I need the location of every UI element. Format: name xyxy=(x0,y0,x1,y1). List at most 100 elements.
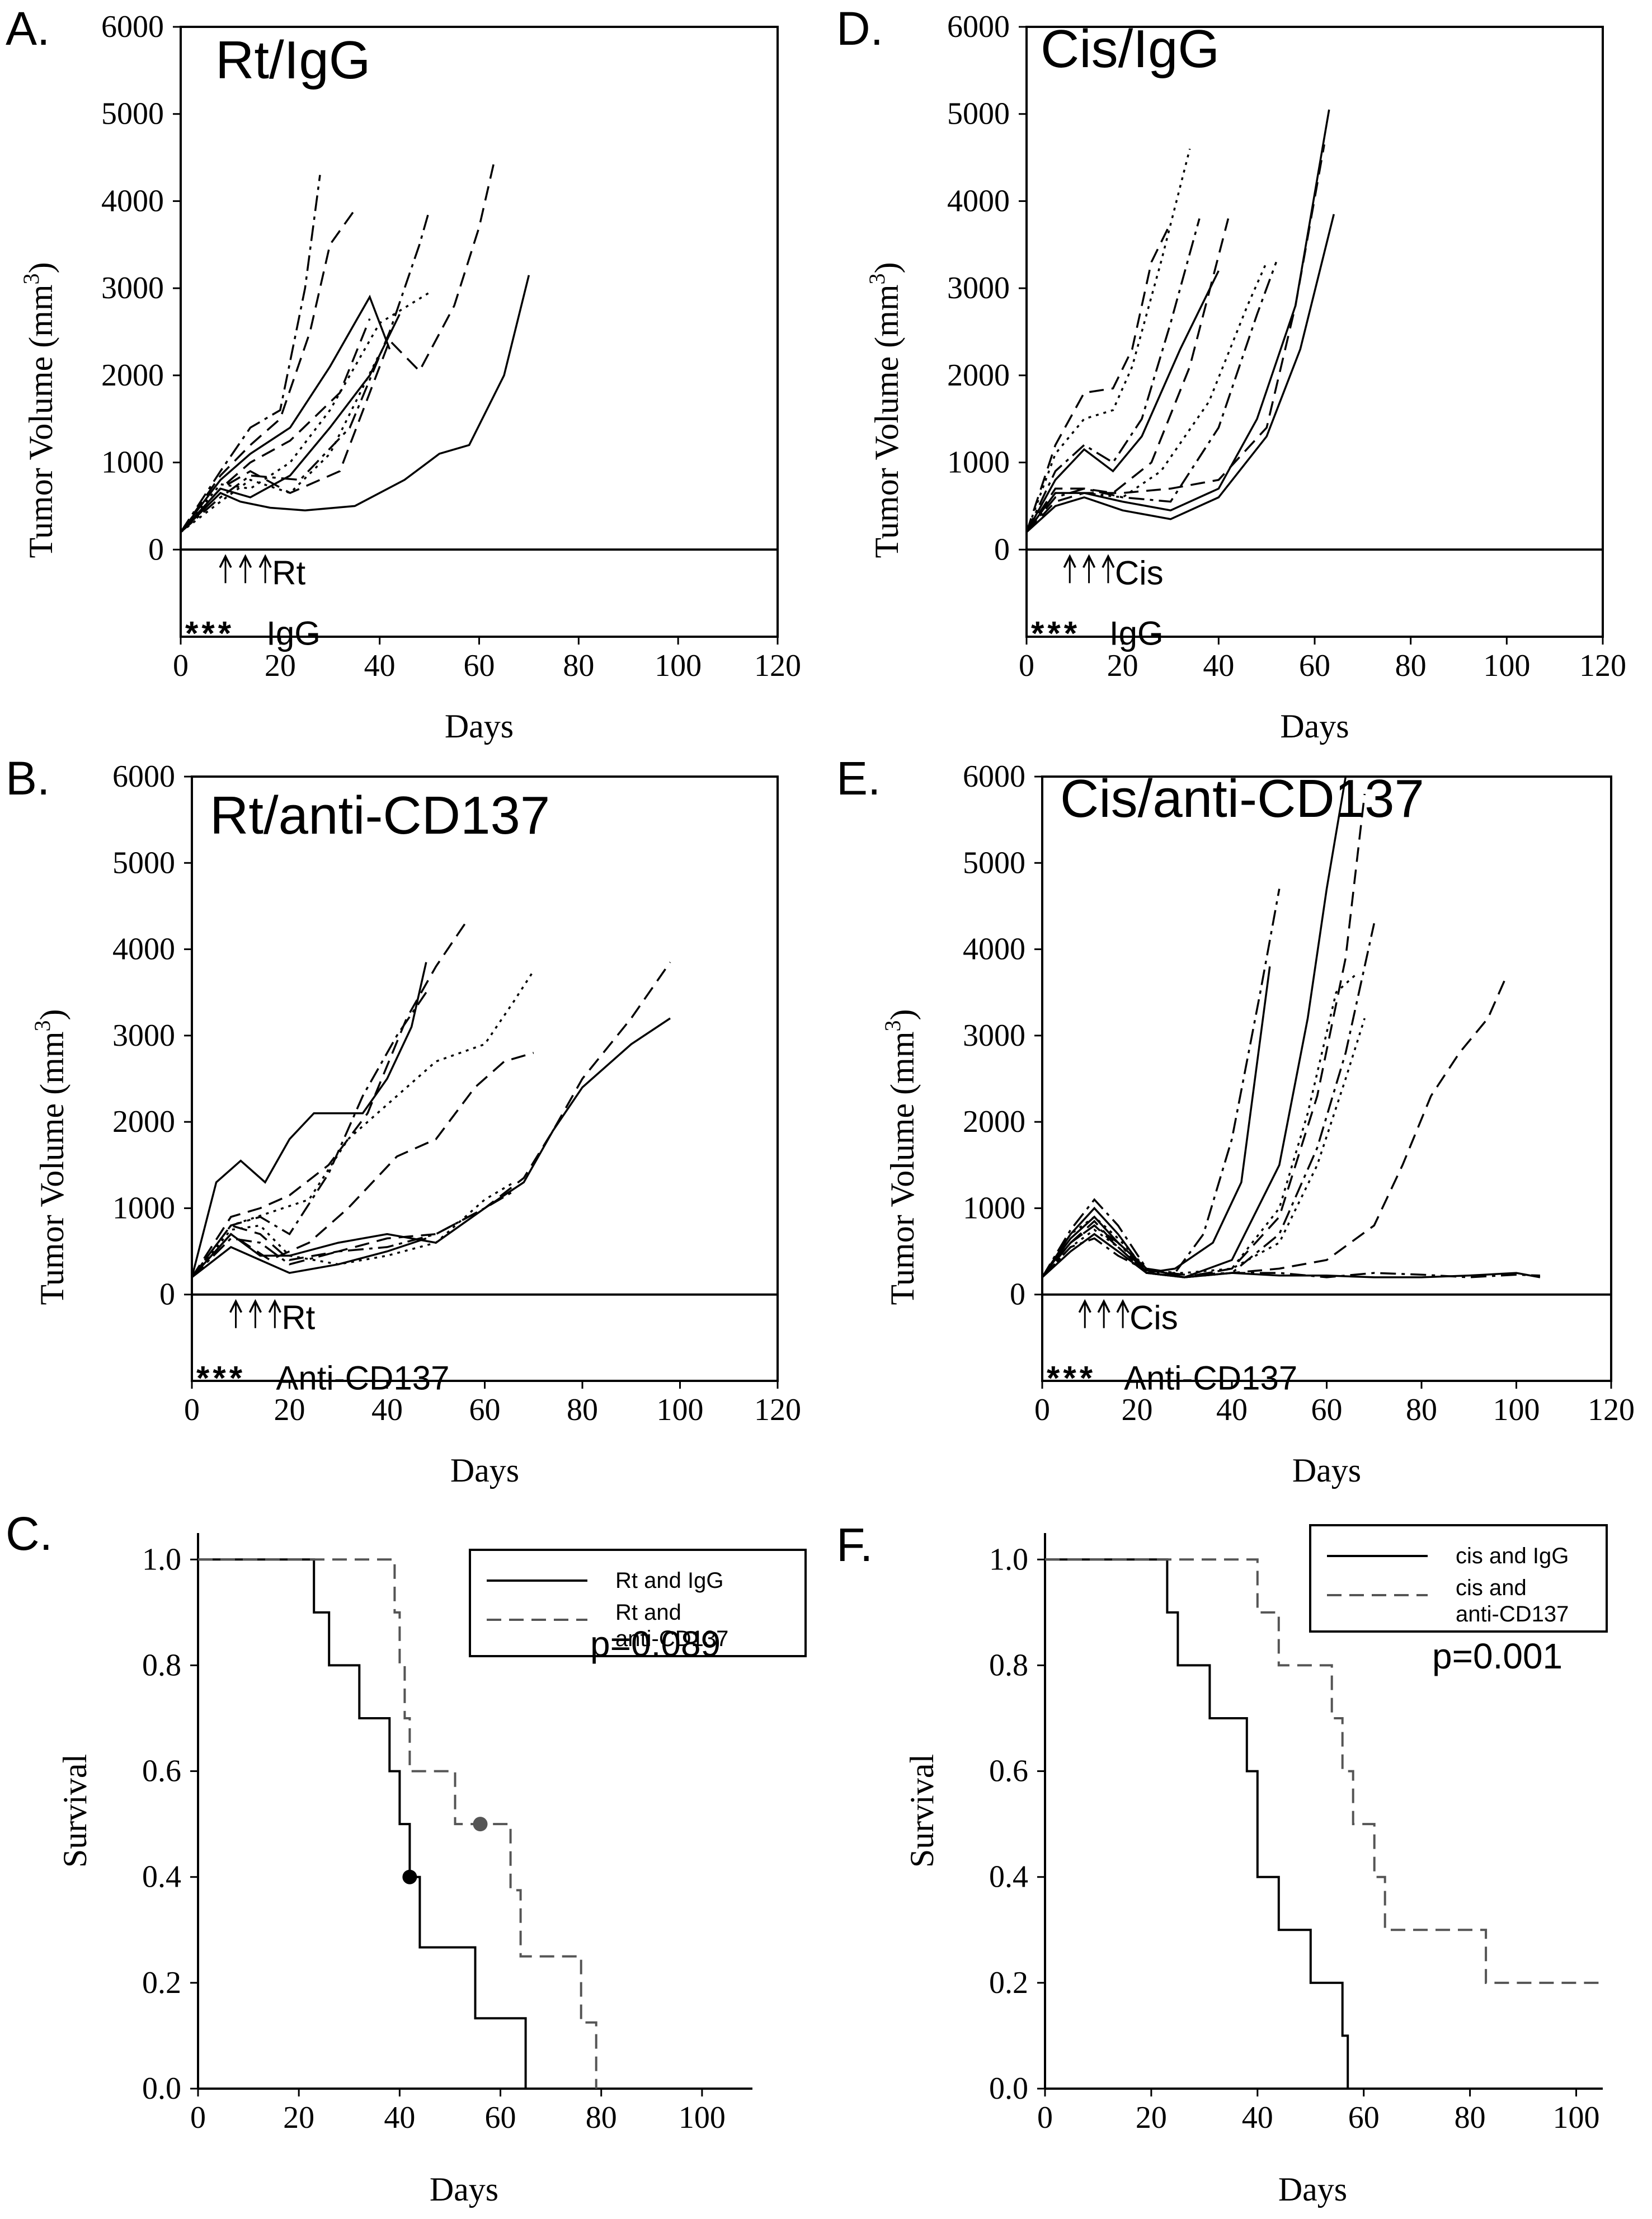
survival-curve-2 xyxy=(198,1558,597,2089)
p-value: p=0.001 xyxy=(1432,1636,1562,1676)
x-axis-label: Days xyxy=(450,1452,519,1489)
antibody-stars: *** xyxy=(185,614,234,652)
tumor-growth-curve-1 xyxy=(1025,222,1172,533)
x-axis-label: Days xyxy=(1278,2171,1347,2208)
treatment-arrowhead xyxy=(268,1299,281,1313)
y-axis-label-text: Tumor Volume (mm xyxy=(868,284,905,558)
y-tick-label: 1.0 xyxy=(142,1542,181,1577)
x-tick-label: 80 xyxy=(1395,648,1427,683)
y-tick-label: 0 xyxy=(1010,1277,1025,1312)
panel-letter: C. xyxy=(6,1507,53,1560)
y-tick-label: 5000 xyxy=(947,97,1010,131)
antibody-label: Anti-CD137 xyxy=(276,1360,449,1397)
legend-label-1: Rt and IgG xyxy=(615,1568,723,1593)
y-tick-label: 2000 xyxy=(112,1104,175,1139)
x-tick-label: 60 xyxy=(1348,2100,1380,2135)
x-tick-label: 0 xyxy=(1034,1393,1050,1427)
treatment-label: Rt xyxy=(272,554,305,591)
y-tick-label: 2000 xyxy=(963,1104,1025,1139)
treatment-arrowhead xyxy=(258,554,272,568)
y-tick-label: 1000 xyxy=(112,1191,175,1225)
tumor-growth-curve-4 xyxy=(191,970,535,1278)
x-tick-label: 40 xyxy=(1216,1393,1248,1427)
y-tick-label: 6000 xyxy=(112,759,175,794)
y-axis-label-superscript: 3 xyxy=(18,273,44,284)
y-tick-label: 5000 xyxy=(963,845,1025,880)
x-tick-label: 100 xyxy=(1483,648,1530,683)
y-tick-label: 5000 xyxy=(101,97,164,131)
censor-marker xyxy=(473,1817,488,1832)
x-tick-label: 40 xyxy=(1203,648,1234,683)
treatment-arrowhead xyxy=(229,1299,243,1313)
y-axis-label: Tumor Volume (mm3) xyxy=(18,262,59,558)
x-tick-label: 0 xyxy=(173,648,189,683)
x-tick-label: 100 xyxy=(1493,1393,1540,1427)
tumor-growth-curve-2 xyxy=(180,162,495,533)
treatment-arrowhead xyxy=(1063,554,1076,568)
legend-label-3: anti-CD137 xyxy=(615,1626,728,1651)
survival-curve-1 xyxy=(198,1558,527,2089)
y-axis-label-close: ) xyxy=(884,1009,921,1021)
tumor-growth-curve-2 xyxy=(191,923,467,1278)
y-tick-label: 6000 xyxy=(101,10,164,44)
x-tick-label: 0 xyxy=(184,1393,200,1427)
x-axis-label: Days xyxy=(1292,1452,1361,1489)
tumor-growth-curve-6 xyxy=(180,292,430,533)
tumor-growth-curve-8 xyxy=(191,1181,515,1278)
panel-letter: A. xyxy=(6,2,50,55)
panel-letter: B. xyxy=(6,752,50,805)
antibody-label: Anti-CD137 xyxy=(1124,1360,1297,1397)
panel-title: Rt/IgG xyxy=(215,30,370,90)
x-tick-label: 120 xyxy=(754,648,801,683)
y-tick-label: 0.0 xyxy=(142,2071,181,2106)
p-value: p=0.089 xyxy=(590,1624,721,1664)
y-axis-label-superscript: 3 xyxy=(880,1020,905,1031)
tumor-growth-curve-5 xyxy=(1025,218,1230,533)
legend-label-1: cis and IgG xyxy=(1456,1544,1569,1568)
y-tick-label: 0.4 xyxy=(142,1860,181,1894)
tumor-growth-curve-10 xyxy=(191,1237,427,1278)
legend-box xyxy=(1309,1524,1608,1633)
y-tick-label: 1.0 xyxy=(989,1542,1028,1577)
x-tick-label: 120 xyxy=(1579,648,1626,683)
x-tick-label: 80 xyxy=(1406,1393,1437,1427)
panel-a: A. Rt/IgG 0 1000 2000 3000 4000 5000 6000 0 20 40 60… xyxy=(6,2,801,745)
antibody-label: IgG xyxy=(1109,614,1164,652)
y-tick-label: 1000 xyxy=(963,1191,1025,1225)
y-tick-label: 0 xyxy=(148,532,164,567)
legend-label-3: anti-CD137 xyxy=(1456,1602,1569,1626)
tumor-growth-curve-9 xyxy=(1025,144,1325,533)
antibody-stars: *** xyxy=(1031,614,1080,652)
tumor-growth-curve-3 xyxy=(1025,218,1201,533)
x-tick-label: 60 xyxy=(1311,1393,1343,1427)
y-tick-label: 0.6 xyxy=(989,1754,1028,1789)
tumor-growth-curve-9 xyxy=(191,1190,515,1278)
tumor-growth-curve-10 xyxy=(1025,214,1335,533)
censor-marker xyxy=(402,1869,417,1884)
y-tick-label: 4000 xyxy=(963,932,1025,967)
x-tick-label: 120 xyxy=(754,1393,801,1427)
x-tick-label: 100 xyxy=(1553,2100,1600,2135)
tumor-growth-curve-8 xyxy=(1041,975,1508,1278)
x-tick-label: 0 xyxy=(1037,2100,1053,2135)
x-tick-label: 100 xyxy=(679,2100,726,2135)
y-tick-label: 0.2 xyxy=(989,1966,1028,2000)
tumor-growth-curve-10 xyxy=(1041,1237,1540,1278)
treatment-arrowhead xyxy=(1097,1299,1110,1313)
legend-box xyxy=(469,1549,807,1657)
x-tick-label: 20 xyxy=(1107,648,1138,683)
tumor-growth-curve-7 xyxy=(1025,261,1277,533)
treatment-arrowhead xyxy=(1078,1299,1091,1313)
panel-c: C. 0.0 0.2 0.4 0.6 0.8 1.0 0 20 40 60 80 100 Days Surv… xyxy=(6,1507,807,2208)
treatment-arrowhead xyxy=(1082,554,1096,568)
x-tick-label: 60 xyxy=(485,2100,516,2135)
x-tick-label: 60 xyxy=(1299,648,1330,683)
tumor-growth-curve-7 xyxy=(191,961,671,1278)
y-tick-label: 6000 xyxy=(947,10,1010,44)
x-tick-label: 80 xyxy=(567,1393,598,1427)
y-tick-label: 2000 xyxy=(101,358,164,393)
y-axis-label-text: Tumor Volume (mm xyxy=(34,1031,70,1305)
y-tick-label: 5000 xyxy=(112,845,175,880)
panel-letter: F. xyxy=(836,1518,873,1571)
y-axis-label: Survival xyxy=(57,1754,93,1868)
